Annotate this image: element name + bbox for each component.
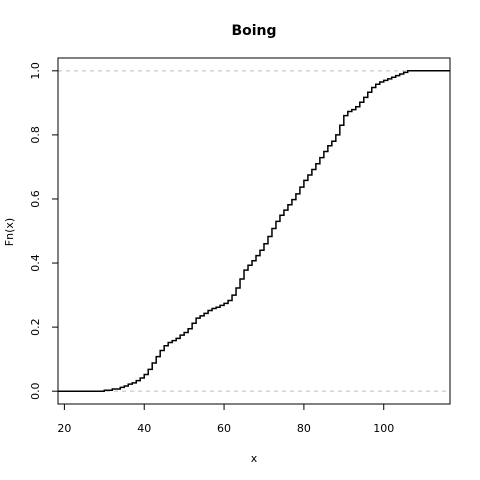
x-tick-label: 100 bbox=[373, 422, 394, 435]
x-tick-label: 40 bbox=[137, 422, 151, 435]
x-tick-label: 60 bbox=[217, 422, 231, 435]
plot-frame bbox=[57, 57, 451, 405]
x-tick-label: 80 bbox=[297, 422, 311, 435]
y-tick-label: 0.0 bbox=[29, 382, 42, 400]
ecdf-step-line bbox=[58, 70, 450, 392]
y-tick-label: 0.8 bbox=[29, 126, 42, 144]
y-axis-title: Fn(x) bbox=[3, 218, 16, 246]
x-axis-title: x bbox=[251, 452, 258, 465]
x-tick-label: 20 bbox=[57, 422, 71, 435]
reference-lines bbox=[58, 70, 450, 392]
y-tick-label: 1.0 bbox=[29, 62, 42, 80]
y-tick-label: 0.2 bbox=[29, 318, 42, 336]
y-tick-label: 0.6 bbox=[29, 190, 42, 208]
y-tick-label: 0.4 bbox=[29, 254, 42, 272]
data-layer bbox=[58, 70, 450, 392]
chart-title: Boing bbox=[231, 23, 276, 39]
